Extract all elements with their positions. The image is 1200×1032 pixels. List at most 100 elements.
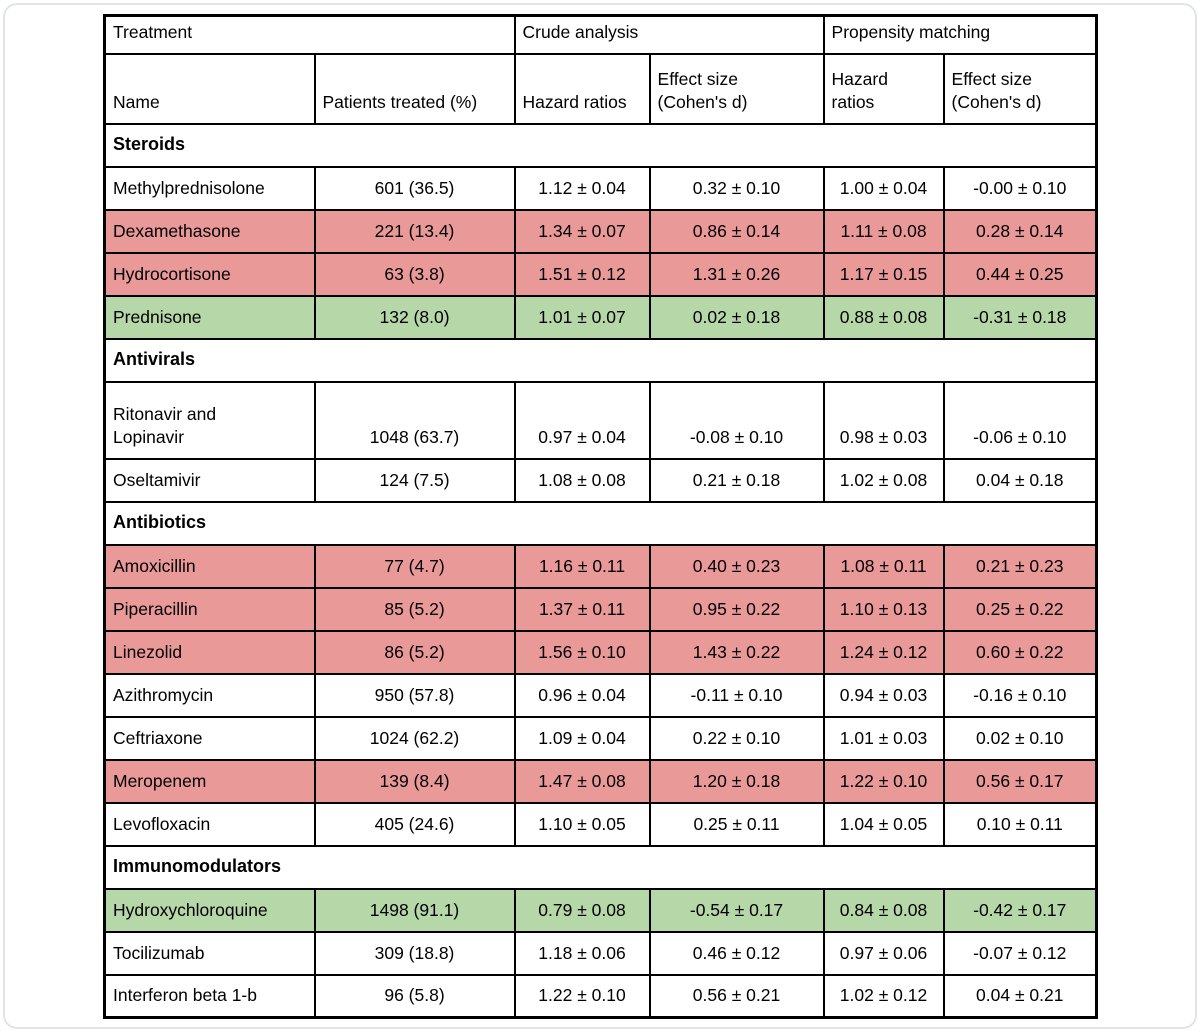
crude-hazard-ratio: 1.10 ± 0.05 <box>513 801 651 847</box>
patients-treated: 950 (57.8) <box>313 672 516 718</box>
pm-hazard-ratio: 1.17 ± 0.15 <box>822 251 945 297</box>
pm-effect-size: -0.31 ± 0.18 <box>942 294 1098 340</box>
treatment-name: Methylprednisolone <box>103 165 316 211</box>
section-header-antibiotics: Antibiotics <box>103 500 1098 546</box>
treatment-row: Tocilizumab 309 (18.8) 1.18 ± 0.06 0.46 … <box>103 930 1098 976</box>
treatment-name: Oseltamivir <box>103 457 316 503</box>
treatment-name: Piperacillin <box>103 586 316 632</box>
treatment-name: Prednisone <box>103 294 316 340</box>
crude-hazard-ratio: 1.09 ± 0.04 <box>513 715 651 761</box>
treatment-name: Azithromycin <box>103 672 316 718</box>
patients-treated: 85 (5.2) <box>313 586 516 632</box>
crude-hazard-ratio: 1.34 ± 0.07 <box>513 208 651 254</box>
group-header-row: Treatment Crude analysis Propensity matc… <box>103 14 1098 55</box>
section-title: Immunomodulators <box>103 844 1098 890</box>
pm-effect-size: 0.21 ± 0.23 <box>942 543 1098 589</box>
crude-effect-size: 0.02 ± 0.18 <box>648 294 825 340</box>
crude-effect-size: 0.56 ± 0.21 <box>648 973 825 1019</box>
pm-hazard-ratio: 0.88 ± 0.08 <box>822 294 945 340</box>
pm-effect-size: 0.44 ± 0.25 <box>942 251 1098 297</box>
column-header-row: Name Patients treated (%) Hazard ratios … <box>103 52 1098 125</box>
treatment-row: Prednisone 132 (8.0) 1.01 ± 0.07 0.02 ± … <box>103 294 1098 340</box>
pm-hazard-ratio: 1.22 ± 0.10 <box>822 758 945 804</box>
crude-hazard-ratio: 0.79 ± 0.08 <box>513 887 651 933</box>
crude-hazard-ratio: 1.51 ± 0.12 <box>513 251 651 297</box>
patients-treated: 132 (8.0) <box>313 294 516 340</box>
crude-effect-size: 1.43 ± 0.22 <box>648 629 825 675</box>
col-header-patients-treated: Patients treated (%) <box>313 52 516 125</box>
group-header-crude-analysis: Crude analysis <box>513 14 825 55</box>
treatment-name: Dexamethasone <box>103 208 316 254</box>
treatment-name: Hydroxychloroquine <box>103 887 316 933</box>
treatment-row: Interferon beta 1-b 96 (5.8) 1.22 ± 0.10… <box>103 973 1098 1019</box>
pm-hazard-ratio: 1.08 ± 0.11 <box>822 543 945 589</box>
crude-hazard-ratio: 1.18 ± 0.06 <box>513 930 651 976</box>
crude-effect-size: 0.25 ± 0.11 <box>648 801 825 847</box>
section-title: Antivirals <box>103 337 1098 383</box>
treatment-row: Linezolid 86 (5.2) 1.56 ± 0.10 1.43 ± 0.… <box>103 629 1098 675</box>
group-header-propensity-matching: Propensity matching <box>822 14 1098 55</box>
treatment-row: Hydroxychloroquine 1498 (91.1) 0.79 ± 0.… <box>103 887 1098 933</box>
patients-treated: 63 (3.8) <box>313 251 516 297</box>
crude-effect-size: 0.46 ± 0.12 <box>648 930 825 976</box>
treatment-row: Hydrocortisone 63 (3.8) 1.51 ± 0.12 1.31… <box>103 251 1098 297</box>
treatment-row: Ritonavir and Lopinavir 1048 (63.7) 0.97… <box>103 380 1098 460</box>
pm-effect-size: -0.07 ± 0.12 <box>942 930 1098 976</box>
pm-effect-size: -0.42 ± 0.17 <box>942 887 1098 933</box>
treatment-name: Meropenem <box>103 758 316 804</box>
pm-effect-size: 0.60 ± 0.22 <box>942 629 1098 675</box>
patients-treated: 1024 (62.2) <box>313 715 516 761</box>
pm-hazard-ratio: 0.84 ± 0.08 <box>822 887 945 933</box>
treatment-name: Hydrocortisone <box>103 251 316 297</box>
pm-hazard-ratio: 1.04 ± 0.05 <box>822 801 945 847</box>
pm-hazard-ratio: 0.98 ± 0.03 <box>822 380 945 460</box>
pm-effect-size: -0.00 ± 0.10 <box>942 165 1098 211</box>
crude-hazard-ratio: 0.96 ± 0.04 <box>513 672 651 718</box>
patients-treated: 601 (36.5) <box>313 165 516 211</box>
treatment-name: Linezolid <box>103 629 316 675</box>
crude-hazard-ratio: 1.12 ± 0.04 <box>513 165 651 211</box>
pm-effect-size: -0.06 ± 0.10 <box>942 380 1098 460</box>
group-header-treatment: Treatment <box>103 14 516 55</box>
pm-effect-size: 0.02 ± 0.10 <box>942 715 1098 761</box>
crude-hazard-ratio: 1.56 ± 0.10 <box>513 629 651 675</box>
patients-treated: 309 (18.8) <box>313 930 516 976</box>
treatment-name: Amoxicillin <box>103 543 316 589</box>
pm-effect-size: 0.10 ± 0.11 <box>942 801 1098 847</box>
treatments-table: Treatment Crude analysis Propensity matc… <box>103 14 1099 1019</box>
pm-effect-size: 0.25 ± 0.22 <box>942 586 1098 632</box>
treatment-name: Ritonavir and Lopinavir <box>103 380 316 460</box>
crude-hazard-ratio: 1.37 ± 0.11 <box>513 586 651 632</box>
section-header-steroids: Steroids <box>103 122 1098 168</box>
crude-effect-size: 0.86 ± 0.14 <box>648 208 825 254</box>
crude-effect-size: 0.32 ± 0.10 <box>648 165 825 211</box>
treatment-row: Ceftriaxone 1024 (62.2) 1.09 ± 0.04 0.22… <box>103 715 1098 761</box>
pm-hazard-ratio: 1.02 ± 0.12 <box>822 973 945 1019</box>
crude-effect-size: -0.54 ± 0.17 <box>648 887 825 933</box>
section-header-antivirals: Antivirals <box>103 337 1098 383</box>
crude-hazard-ratio: 1.08 ± 0.08 <box>513 457 651 503</box>
patients-treated: 1048 (63.7) <box>313 380 516 460</box>
pm-effect-size: 0.04 ± 0.18 <box>942 457 1098 503</box>
treatment-row: Piperacillin 85 (5.2) 1.37 ± 0.11 0.95 ±… <box>103 586 1098 632</box>
treatment-name: Tocilizumab <box>103 930 316 976</box>
crude-effect-size: 1.31 ± 0.26 <box>648 251 825 297</box>
crude-effect-size: 1.20 ± 0.18 <box>648 758 825 804</box>
pm-hazard-ratio: 1.11 ± 0.08 <box>822 208 945 254</box>
treatment-row: Azithromycin 950 (57.8) 0.96 ± 0.04 -0.1… <box>103 672 1098 718</box>
treatment-row: Dexamethasone 221 (13.4) 1.34 ± 0.07 0.8… <box>103 208 1098 254</box>
section-header-immunomodulators: Immunomodulators <box>103 844 1098 890</box>
section-title: Steroids <box>103 122 1098 168</box>
pm-hazard-ratio: 1.24 ± 0.12 <box>822 629 945 675</box>
patients-treated: 221 (13.4) <box>313 208 516 254</box>
col-header-name: Name <box>103 52 316 125</box>
crude-effect-size: 0.95 ± 0.22 <box>648 586 825 632</box>
section-title: Antibiotics <box>103 500 1098 546</box>
patients-treated: 124 (7.5) <box>313 457 516 503</box>
col-header-crude-effect-size: Effect size (Cohen's d) <box>648 52 825 125</box>
pm-effect-size: -0.16 ± 0.10 <box>942 672 1098 718</box>
crude-hazard-ratio: 1.47 ± 0.08 <box>513 758 651 804</box>
col-header-crude-hazard-ratios: Hazard ratios <box>513 52 651 125</box>
col-header-pm-effect-size: Effect size (Cohen's d) <box>942 52 1098 125</box>
patients-treated: 139 (8.4) <box>313 758 516 804</box>
